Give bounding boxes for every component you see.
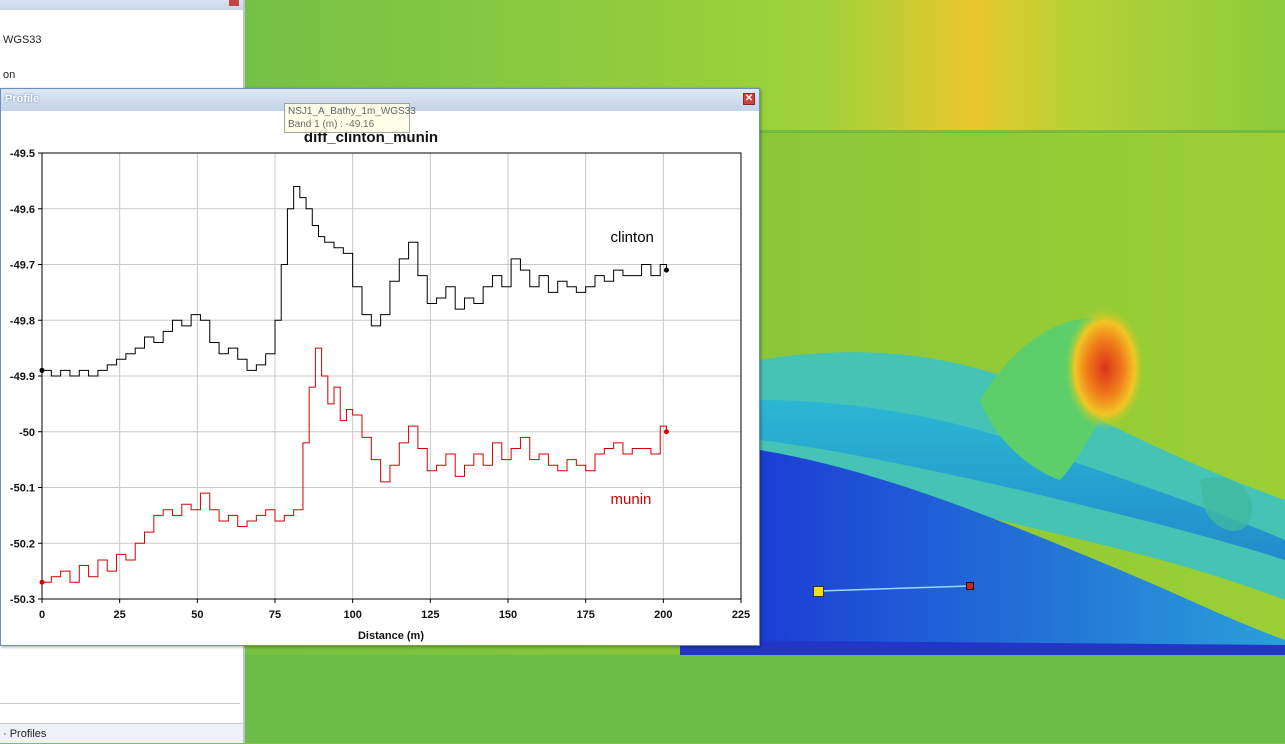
close-icon[interactable]: ✕: [743, 93, 755, 105]
x-tick-label: 75: [269, 609, 281, 621]
x-tick-label: 200: [654, 609, 672, 621]
series-start-point: [39, 579, 45, 585]
tooltip-line: Band 1 (m) : -49.16: [288, 119, 375, 130]
x-tick-label: 0: [39, 609, 45, 621]
profiles-tab[interactable]: · Profiles: [0, 723, 243, 743]
y-tick-label: -49.5: [10, 148, 35, 160]
y-tick-label: -50: [19, 427, 35, 439]
series-start-point: [39, 367, 45, 373]
tooltip-line: NSJ1_A_Bathy_1m_WGS33: [288, 106, 416, 117]
layer-item[interactable]: on: [3, 69, 16, 81]
x-tick-label: 100: [343, 609, 361, 621]
series-label-clinton: clinton: [611, 229, 654, 246]
y-tick-label: -50.3: [10, 594, 35, 606]
profile-end-marker[interactable]: [966, 582, 974, 590]
x-tick-label: 50: [191, 609, 203, 621]
x-tick-label: 175: [576, 609, 594, 621]
profile-chart[interactable]: diff_clinton_munin 0 25 50 75 100 125 150 175 20…: [1, 111, 759, 645]
series-line-munin: [42, 347, 667, 583]
y-axis: -49.5 -49.6 -49.7 -49.8 -49.9 -50 -50.1 -50.2 -5…: [10, 148, 42, 606]
y-tick-label: -49.7: [10, 260, 35, 272]
profile-titlebar[interactable]: Profile ✕: [1, 89, 759, 111]
tooltip: NSJ1_A_Bathy_1m_WGS33 Band 1 (m) : -49.1…: [284, 103, 416, 133]
panel-close-icon[interactable]: [229, 0, 239, 6]
panel-titlebar: [0, 0, 243, 10]
series-end-point: [663, 429, 669, 435]
divider: [0, 703, 240, 704]
x-tick-label: 150: [499, 609, 517, 621]
x-tick-label: 225: [732, 609, 750, 621]
y-tick-label: -50.2: [10, 538, 35, 550]
x-tick-label: 25: [114, 609, 126, 621]
series-end-point: [663, 267, 669, 273]
x-axis-label: Distance (m): [358, 630, 424, 642]
window-title: Profile: [5, 93, 40, 105]
profile-start-marker[interactable]: [813, 586, 824, 597]
series-label-munin: munin: [611, 491, 652, 508]
x-tick-label: 125: [421, 609, 439, 621]
y-tick-label: -50.1: [10, 483, 35, 495]
series-line-clinton: [42, 185, 667, 377]
chart-title: diff_clinton_munin: [304, 129, 438, 146]
y-tick-label: -49.6: [10, 204, 35, 216]
x-axis: 0 25 50 75 100 125 150 175 200 225: [39, 599, 750, 621]
y-tick-label: -49.8: [10, 315, 35, 327]
y-tick-label: -49.9: [10, 371, 35, 383]
profile-window: Profile ✕ diff_clinton_munin 0 25 50 75 100 1…: [0, 88, 760, 646]
series-group: clinton munin: [39, 185, 669, 585]
layer-item[interactable]: WGS33: [3, 34, 42, 46]
